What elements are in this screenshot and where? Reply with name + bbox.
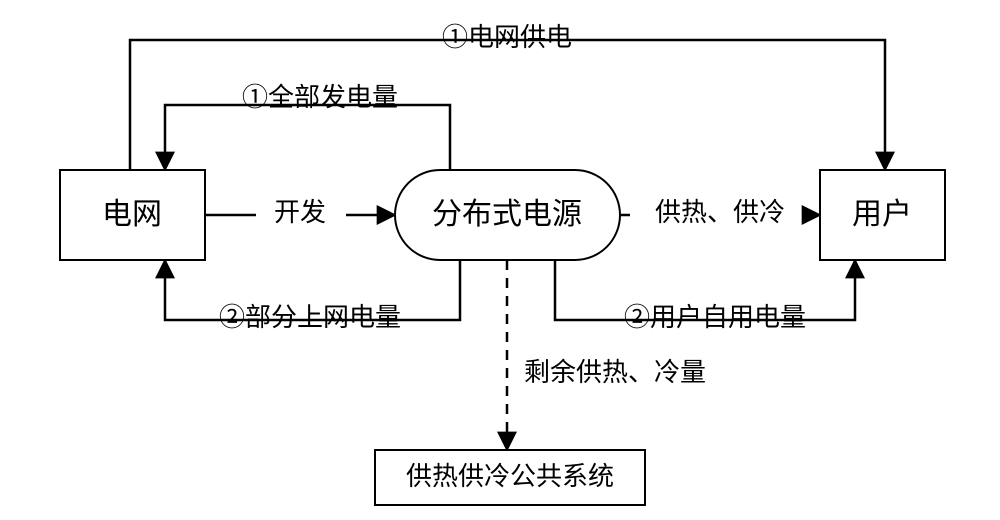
node-user-label: 用户 [852, 198, 912, 231]
edge-all-generation [165, 105, 450, 170]
edge-grid-supply-label: ①电网供电 [442, 23, 572, 52]
edge-remaining-heat-label: 剩余供热、冷量 [524, 358, 706, 387]
diagram-canvas: ①电网供电 ①全部发电量 开发 供热、供冷 ②部分上网电量 ②用户自用电量 剩余… [0, 0, 1000, 520]
edge-self-use-label: ②用户自用电量 [624, 303, 806, 332]
edge-all-generation-label: ①全部发电量 [242, 83, 398, 112]
edge-develop-label: 开发 [274, 198, 326, 227]
edge-heat-cool-label: 供热、供冷 [655, 198, 785, 227]
node-public-system-label: 供热供冷公共系统 [406, 462, 614, 491]
node-grid-label: 电网 [102, 198, 162, 231]
edge-partial-grid-label: ②部分上网电量 [219, 303, 401, 332]
node-distributed-label: 分布式电源 [432, 198, 582, 231]
